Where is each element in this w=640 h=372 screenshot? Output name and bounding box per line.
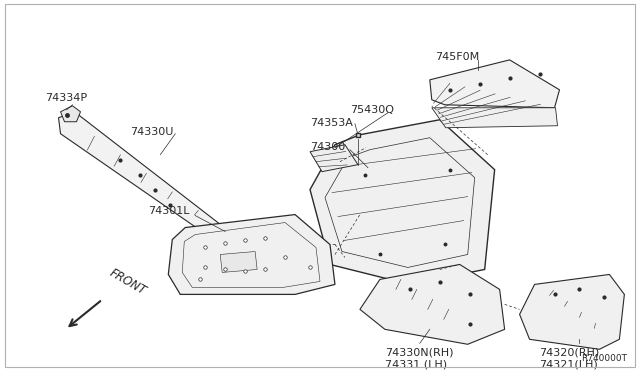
Text: 74353A: 74353A xyxy=(310,118,353,128)
Text: 74330N(RH): 74330N(RH) xyxy=(385,347,453,357)
Text: 74300: 74300 xyxy=(310,142,345,152)
Text: 74321(LH): 74321(LH) xyxy=(540,359,598,369)
Text: 75430Q: 75430Q xyxy=(350,105,394,115)
Text: 74330U: 74330U xyxy=(131,127,174,137)
Text: 74334P: 74334P xyxy=(45,93,88,103)
Polygon shape xyxy=(58,112,250,263)
Polygon shape xyxy=(310,120,495,285)
Polygon shape xyxy=(220,251,257,272)
Polygon shape xyxy=(168,215,335,294)
Text: 74320(RH): 74320(RH) xyxy=(540,347,600,357)
Polygon shape xyxy=(432,108,557,128)
Text: R740000T: R740000T xyxy=(581,354,627,363)
Text: 74331 (LH): 74331 (LH) xyxy=(385,359,447,369)
Polygon shape xyxy=(360,264,504,344)
Text: 74301L: 74301L xyxy=(148,206,190,216)
Polygon shape xyxy=(430,60,559,108)
Polygon shape xyxy=(310,145,358,171)
Polygon shape xyxy=(520,275,625,349)
Polygon shape xyxy=(61,106,81,122)
Text: FRONT: FRONT xyxy=(108,266,148,297)
Text: 745F0M: 745F0M xyxy=(435,52,479,62)
